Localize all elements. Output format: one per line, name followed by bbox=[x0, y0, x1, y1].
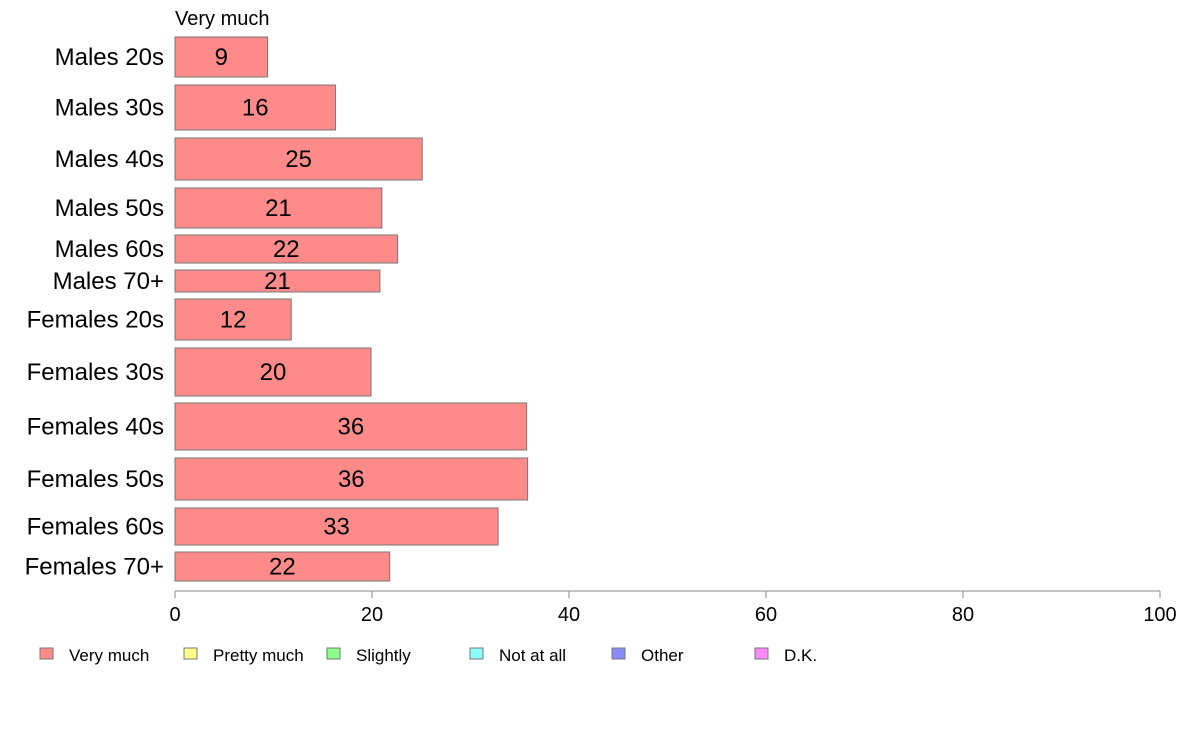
legend-label: Slightly bbox=[356, 646, 411, 665]
bar bbox=[174, 347, 372, 397]
x-tick-label: 40 bbox=[558, 604, 580, 626]
category-label: Females 60s bbox=[27, 514, 164, 541]
bar bbox=[174, 298, 292, 341]
category-label: Females 50s bbox=[27, 466, 164, 493]
bar-value-label: 36 bbox=[338, 466, 365, 493]
bar-value-label: 22 bbox=[269, 554, 296, 581]
category-label: Males 60s bbox=[55, 236, 164, 263]
bar-value-label: 33 bbox=[323, 514, 350, 541]
category-label: Females 70+ bbox=[25, 554, 164, 581]
x-tick-label: 80 bbox=[952, 604, 974, 626]
category-label: Males 50s bbox=[55, 195, 164, 222]
bar bbox=[174, 234, 399, 264]
bar-value-label: 20 bbox=[260, 359, 287, 386]
legend-label: Other bbox=[641, 646, 684, 665]
legend-label: D.K. bbox=[784, 646, 817, 665]
x-tick-label: 20 bbox=[361, 604, 383, 626]
category-label: Males 70+ bbox=[53, 268, 164, 295]
category-label: Males 20s bbox=[55, 44, 164, 71]
bar bbox=[174, 269, 381, 293]
bar-value-label: 12 bbox=[220, 307, 247, 334]
legend-swatch bbox=[183, 647, 198, 660]
series-heading: Very much bbox=[175, 8, 269, 30]
x-tick-label: 100 bbox=[1143, 604, 1176, 626]
legend-swatch bbox=[469, 647, 484, 660]
legend-swatch bbox=[326, 647, 341, 660]
legend: Very much Pretty much Slightly Not at all Ot… bbox=[39, 646, 817, 665]
bar bbox=[174, 187, 383, 229]
bar-value-label: 21 bbox=[264, 268, 291, 295]
legend-label: Pretty much bbox=[213, 646, 304, 665]
bar bbox=[174, 84, 337, 131]
legend-swatch bbox=[754, 647, 769, 660]
category-label: Males 40s bbox=[55, 146, 164, 173]
category-label: Females 40s bbox=[27, 414, 164, 441]
category-label: Males 30s bbox=[55, 95, 164, 122]
bar bbox=[174, 137, 423, 181]
bar-value-label: 16 bbox=[242, 95, 269, 122]
bar-value-label: 22 bbox=[273, 236, 300, 263]
bar-value-label: 25 bbox=[285, 146, 312, 173]
bars-group: Males 20s 9 Males 30s 16 Males 40s 25 Males 50… bbox=[25, 36, 529, 582]
legend-swatch bbox=[611, 647, 626, 660]
bar bbox=[174, 507, 499, 546]
bar-value-label: 9 bbox=[215, 44, 228, 71]
x-tick-label: 60 bbox=[755, 604, 777, 626]
x-axis: 0 20 40 60 80 100 bbox=[169, 590, 1177, 626]
bar-value-label: 21 bbox=[265, 195, 292, 222]
bar bbox=[174, 457, 529, 501]
x-tick-label: 0 bbox=[169, 604, 180, 626]
legend-swatch bbox=[39, 647, 54, 660]
legend-label: Not at all bbox=[499, 646, 566, 665]
category-label: Females 20s bbox=[27, 307, 164, 334]
legend-label: Very much bbox=[69, 646, 149, 665]
category-label: Females 30s bbox=[27, 359, 164, 386]
bar bbox=[174, 551, 391, 582]
bar bbox=[174, 36, 269, 78]
bar-value-label: 36 bbox=[337, 414, 364, 441]
bar bbox=[174, 402, 528, 451]
